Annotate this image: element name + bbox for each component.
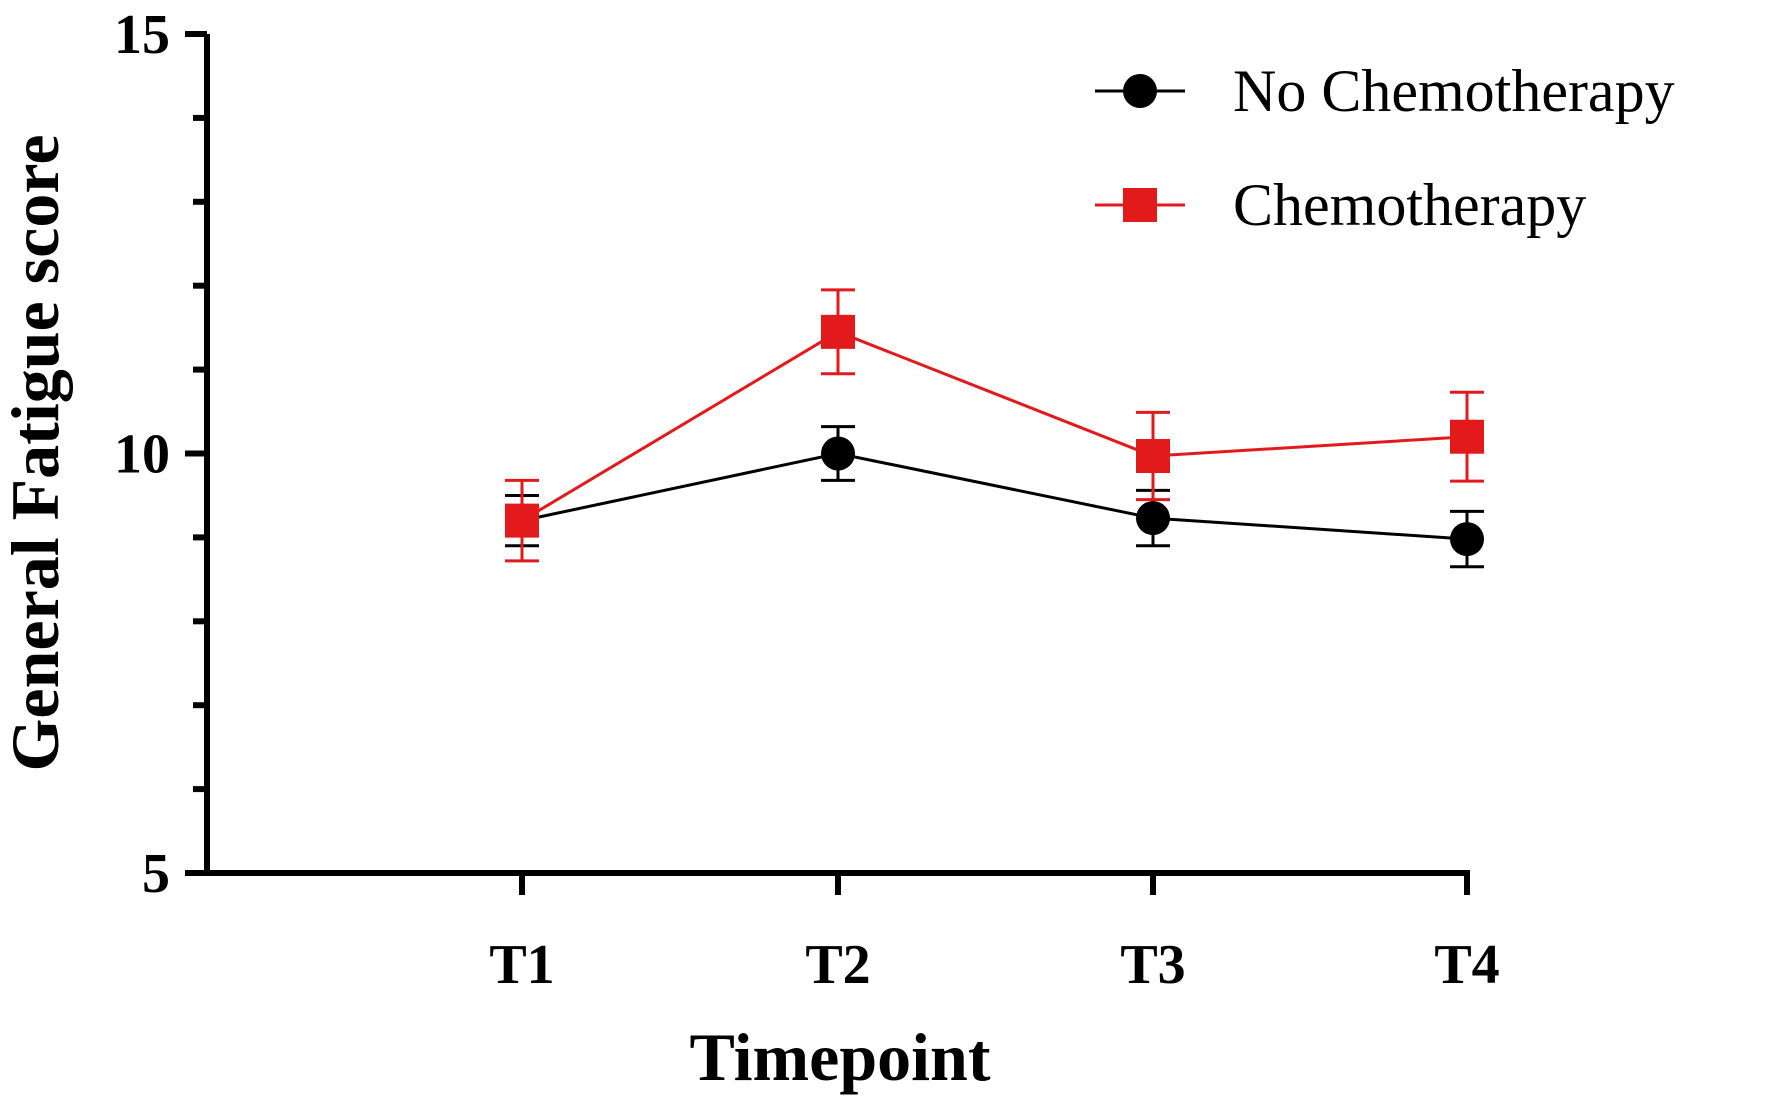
series-line bbox=[521, 330, 1468, 522]
y-ticks: 5 10 15 bbox=[114, 4, 207, 905]
data-point bbox=[1450, 419, 1484, 454]
data-point bbox=[821, 314, 855, 349]
x-tick-label: T2 bbox=[805, 934, 870, 996]
y-tick-label: 5 bbox=[142, 843, 170, 905]
data-point bbox=[821, 436, 855, 471]
series-chemotherapy bbox=[505, 288, 1484, 563]
legend-label: Chemotherapy bbox=[1233, 172, 1586, 238]
data-point bbox=[1136, 439, 1170, 474]
y-tick-label: 10 bbox=[114, 424, 170, 486]
x-tick-label: T4 bbox=[1434, 934, 1499, 996]
series-line bbox=[521, 451, 1468, 541]
legend-marker bbox=[1123, 188, 1157, 222]
data-point bbox=[505, 503, 539, 538]
series-layer bbox=[505, 288, 1484, 569]
data-point bbox=[1450, 522, 1484, 557]
legend-entry: No Chemotherapy bbox=[1095, 58, 1675, 124]
data-point bbox=[1136, 501, 1170, 536]
legend-entry: Chemotherapy bbox=[1095, 172, 1586, 238]
legend: No Chemotherapy Chemotherapy bbox=[1095, 58, 1675, 238]
x-tick-label: T3 bbox=[1120, 934, 1185, 996]
series-no-chemotherapy bbox=[505, 425, 1484, 569]
x-axis-title: Timepoint bbox=[689, 1019, 990, 1095]
x-tick-label: T1 bbox=[489, 934, 554, 996]
y-tick-label: 15 bbox=[114, 4, 170, 66]
y-axis-title: General Fatigue score bbox=[0, 134, 73, 771]
legend-marker bbox=[1123, 74, 1157, 108]
legend-label: No Chemotherapy bbox=[1233, 58, 1675, 124]
x-ticks: T1 T2 T3 T4 bbox=[489, 873, 1500, 996]
